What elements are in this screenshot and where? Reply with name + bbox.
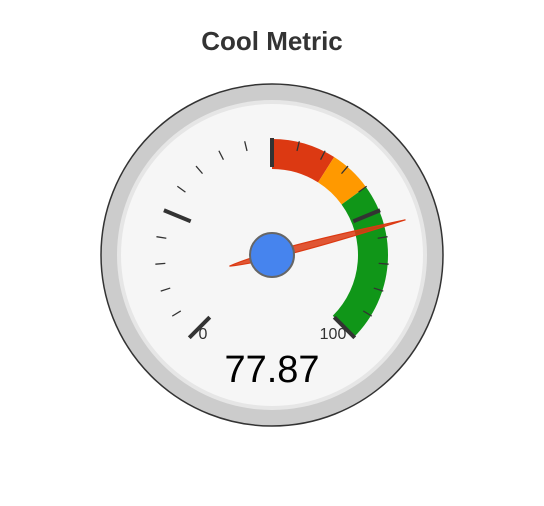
- gauge-minor-tick: [155, 263, 165, 264]
- gauge-minor-tick: [379, 263, 389, 264]
- gauge-value-label: 77.87: [224, 349, 319, 391]
- gauge-max-label: 100: [320, 326, 347, 343]
- gauge-hub: [250, 233, 294, 277]
- gauge-min-label: 0: [199, 326, 208, 343]
